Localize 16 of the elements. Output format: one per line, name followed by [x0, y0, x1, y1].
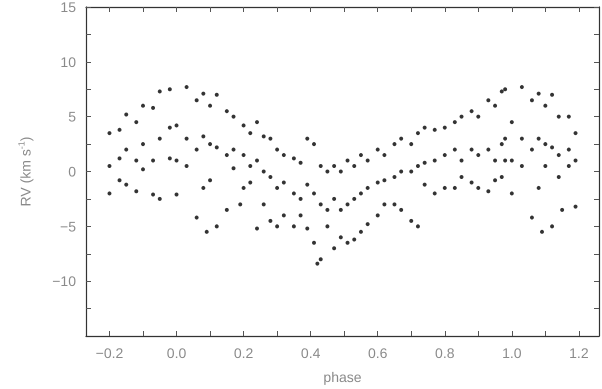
y-tick-label: −5	[60, 218, 76, 234]
x-tick-label: 0.0	[166, 345, 186, 361]
y-tick-label: 0	[68, 164, 76, 180]
y-axis-title: RV (km s-1)	[16, 136, 34, 206]
x-tick-label: 0.8	[435, 345, 455, 361]
x-tick-label: −0.2	[96, 345, 124, 361]
x-tick-label: 1.0	[502, 345, 522, 361]
y-tick-label: 5	[68, 108, 76, 125]
x-axis-title: phase	[323, 369, 362, 385]
x-tick-label: 0.6	[368, 345, 388, 361]
y-tick-label: 15	[60, 0, 76, 15]
y-tick-label: −10	[52, 273, 76, 290]
y-tick-label: 10	[60, 54, 76, 70]
x-tick-label: 0.4	[300, 345, 321, 361]
x-tick-label: 0.2	[234, 345, 254, 361]
x-tick-label: 1.2	[569, 345, 589, 361]
